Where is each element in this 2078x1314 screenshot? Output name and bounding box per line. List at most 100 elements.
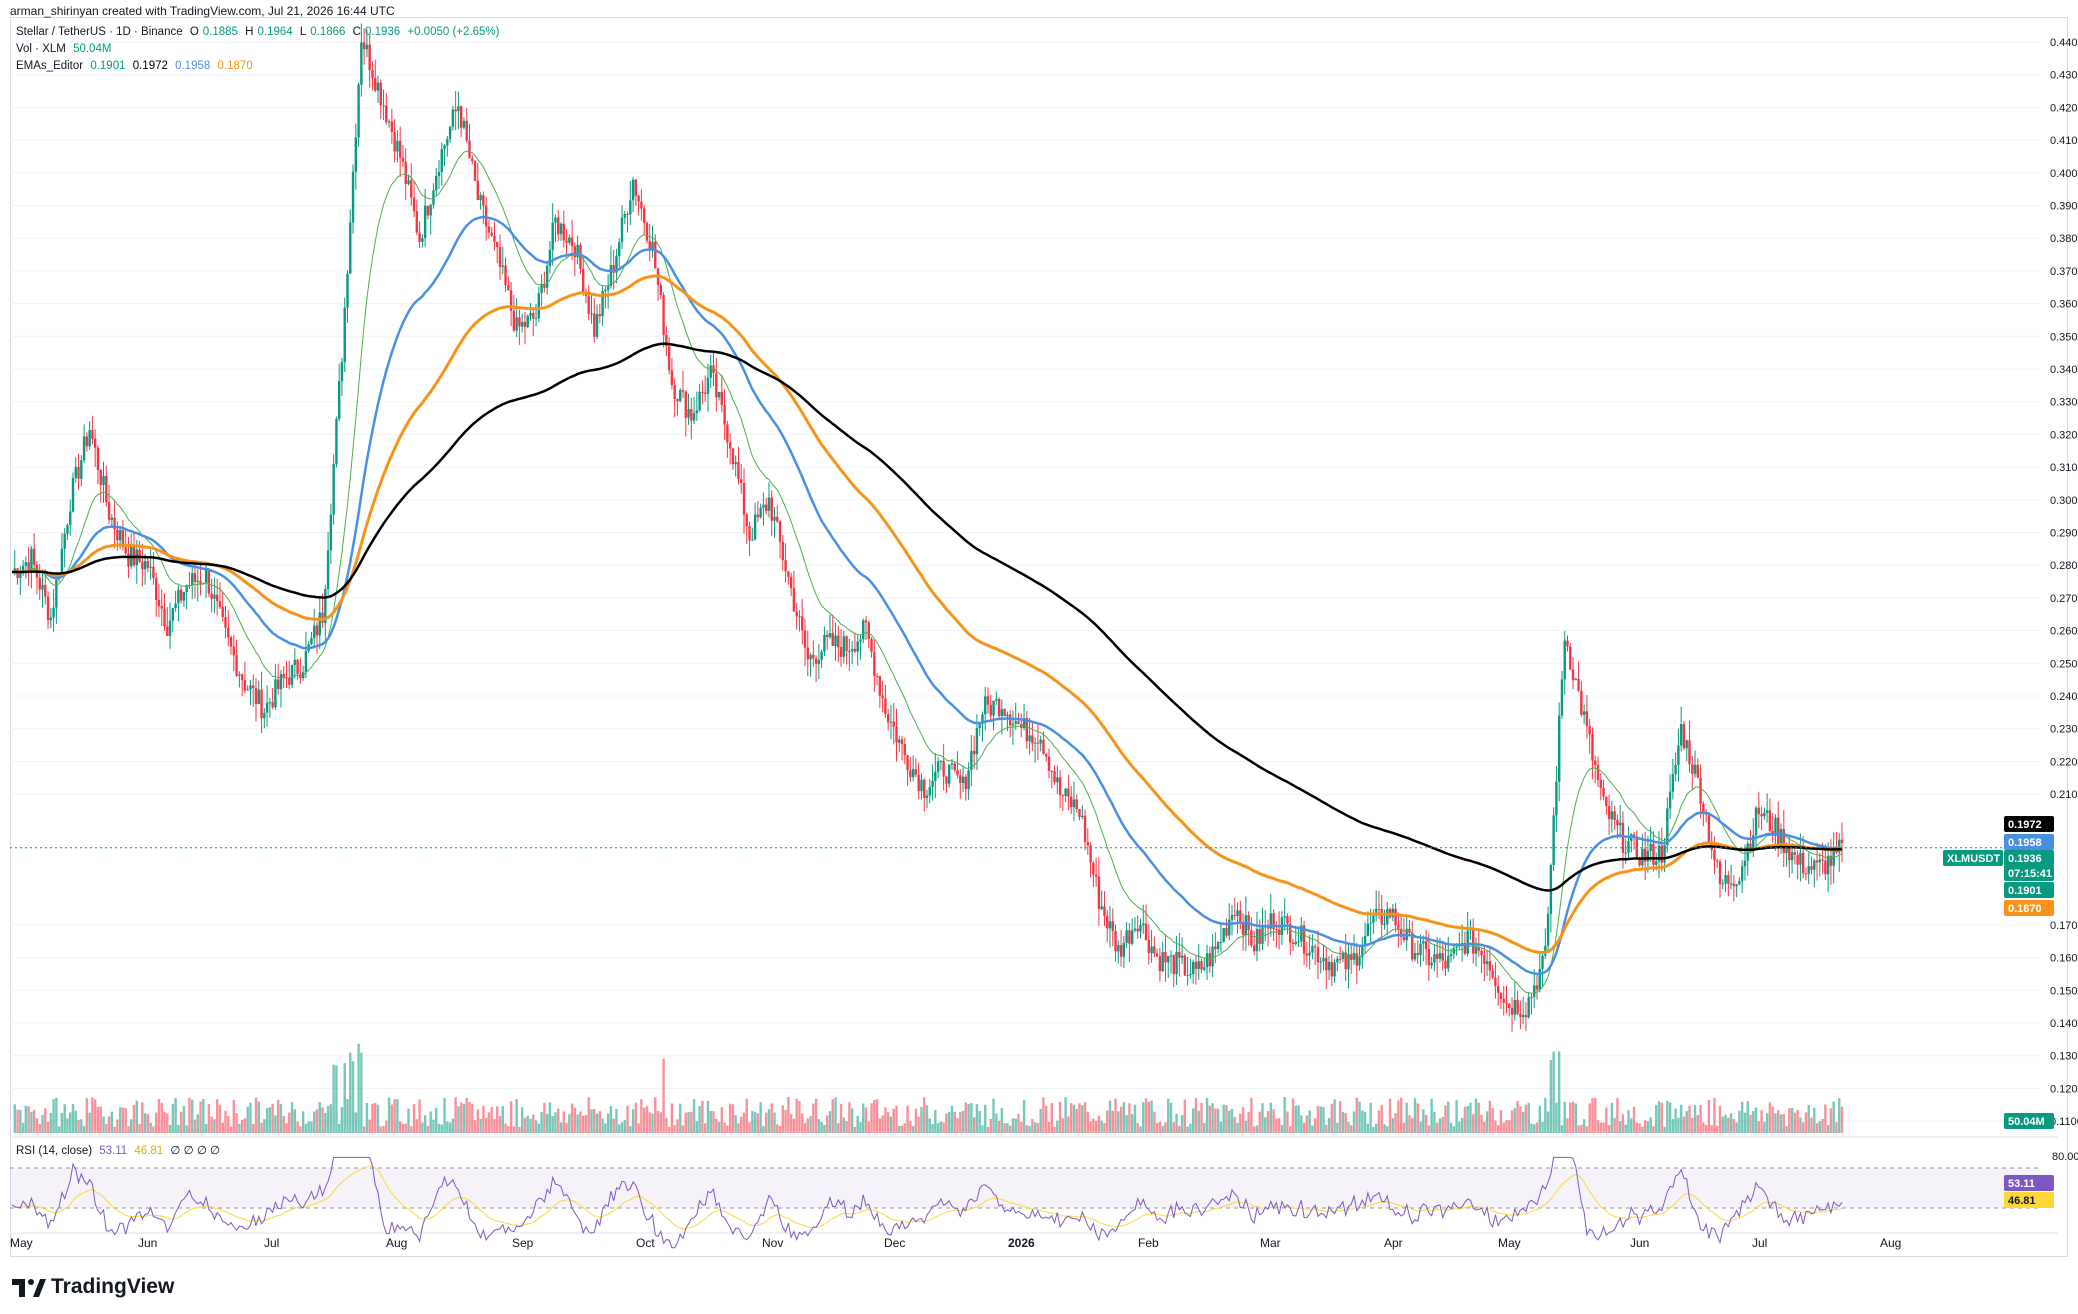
volume-bar: [1679, 1104, 1683, 1133]
candle-body: [1372, 915, 1375, 923]
candle-body: [767, 497, 771, 511]
price-badge-label: XLMUSDT: [1947, 853, 2000, 865]
candle-body: [1067, 788, 1070, 797]
ema-label[interactable]: EMAs_Editor: [16, 60, 84, 72]
volume-bar: [1078, 1103, 1081, 1133]
volume-bar: [984, 1104, 987, 1133]
candle-body: [898, 739, 901, 743]
candle-body: [953, 763, 956, 771]
candle-body: [1119, 945, 1123, 957]
volume-bar: [74, 1110, 77, 1133]
volume-bar: [1596, 1120, 1600, 1133]
candle-body: [859, 639, 862, 642]
volume-bar: [767, 1109, 771, 1133]
volume-bar: [118, 1107, 122, 1133]
volume-bar: [163, 1111, 166, 1133]
volume-bar: [537, 1123, 541, 1133]
candle-body: [1832, 846, 1835, 866]
volume-bar: [1216, 1108, 1220, 1133]
volume-bar: [737, 1123, 740, 1133]
volume-bar: [523, 1117, 527, 1133]
candle-body: [415, 211, 419, 233]
candle-body: [1682, 724, 1686, 749]
rsi-label[interactable]: RSI (14, close): [16, 1145, 93, 1157]
volume-label[interactable]: Vol · XLM: [16, 43, 66, 55]
candle-body: [1679, 724, 1683, 746]
candle-body: [997, 698, 1001, 717]
volume-bar: [91, 1097, 94, 1133]
candle-body: [74, 466, 77, 479]
volume-bar: [1630, 1118, 1633, 1133]
candle-body: [1807, 866, 1810, 874]
candle-body: [263, 712, 266, 719]
volume-bar: [784, 1110, 787, 1133]
symbol-title[interactable]: Stellar / TetherUS · 1D · Binance: [16, 26, 183, 38]
volume-bar: [202, 1098, 205, 1133]
volume-bar: [1449, 1122, 1453, 1133]
candle-body: [959, 775, 962, 783]
candle-body: [1225, 928, 1228, 936]
volume-bar: [1710, 1125, 1713, 1133]
candle-body: [335, 418, 338, 464]
volume-bar: [387, 1097, 391, 1133]
candle-body: [1594, 760, 1597, 766]
volume-bar: [82, 1126, 86, 1133]
volume-bar: [41, 1114, 44, 1133]
volume-bar: [1111, 1110, 1114, 1133]
volume-bar: [307, 1121, 310, 1133]
candle-body: [362, 42, 366, 50]
candle-body: [1031, 735, 1034, 744]
candle-body: [443, 145, 446, 150]
candle-body: [1555, 781, 1558, 816]
candle-body: [118, 530, 122, 541]
volume-bar: [410, 1126, 413, 1133]
candle-body: [1197, 961, 1200, 969]
volume-bar: [759, 1102, 762, 1133]
candle-body: [1599, 779, 1602, 788]
candle-body: [60, 548, 64, 577]
candle-body: [1047, 756, 1051, 771]
volume-bar: [543, 1102, 546, 1133]
volume-bar: [881, 1115, 884, 1133]
volume-bar: [1247, 1111, 1250, 1133]
candle-body: [1643, 848, 1647, 862]
candle-body: [1325, 957, 1328, 971]
candle-body: [753, 514, 757, 540]
volume-bar: [1660, 1102, 1663, 1133]
candle-body: [1122, 942, 1126, 957]
volume-bar: [35, 1118, 39, 1133]
volume-bar: [856, 1115, 859, 1133]
candle-body: [1580, 690, 1583, 715]
volume-bar: [121, 1107, 125, 1133]
candle-body: [598, 314, 602, 317]
volume-bar: [1810, 1117, 1813, 1133]
candle-body: [1655, 861, 1658, 865]
candle-body: [376, 82, 380, 91]
candle-body: [1743, 860, 1747, 867]
volume-bar: [850, 1108, 854, 1133]
volume-bar: [85, 1098, 89, 1133]
candle-body: [734, 462, 737, 465]
candle-body: [1283, 916, 1286, 918]
volume-bar: [665, 1117, 668, 1133]
volume-bar: [1499, 1110, 1503, 1133]
volume-bar: [1350, 1125, 1353, 1133]
tradingview-logo-icon: [12, 1279, 46, 1297]
candle-body: [936, 761, 940, 772]
price-badge: [2004, 882, 2054, 898]
candle-body: [501, 265, 504, 267]
candle-body: [1322, 957, 1325, 962]
candle-body: [27, 562, 30, 572]
candle-body: [1330, 961, 1334, 977]
volume-bar: [1674, 1108, 1677, 1133]
volume-bar: [1397, 1100, 1400, 1133]
volume-bar: [1405, 1102, 1408, 1133]
volume-bar: [471, 1103, 474, 1133]
tradingview-logo[interactable]: TradingView: [12, 1275, 174, 1299]
candle-body: [742, 482, 746, 515]
volume-bar: [354, 1112, 358, 1133]
candle-body: [85, 436, 89, 447]
